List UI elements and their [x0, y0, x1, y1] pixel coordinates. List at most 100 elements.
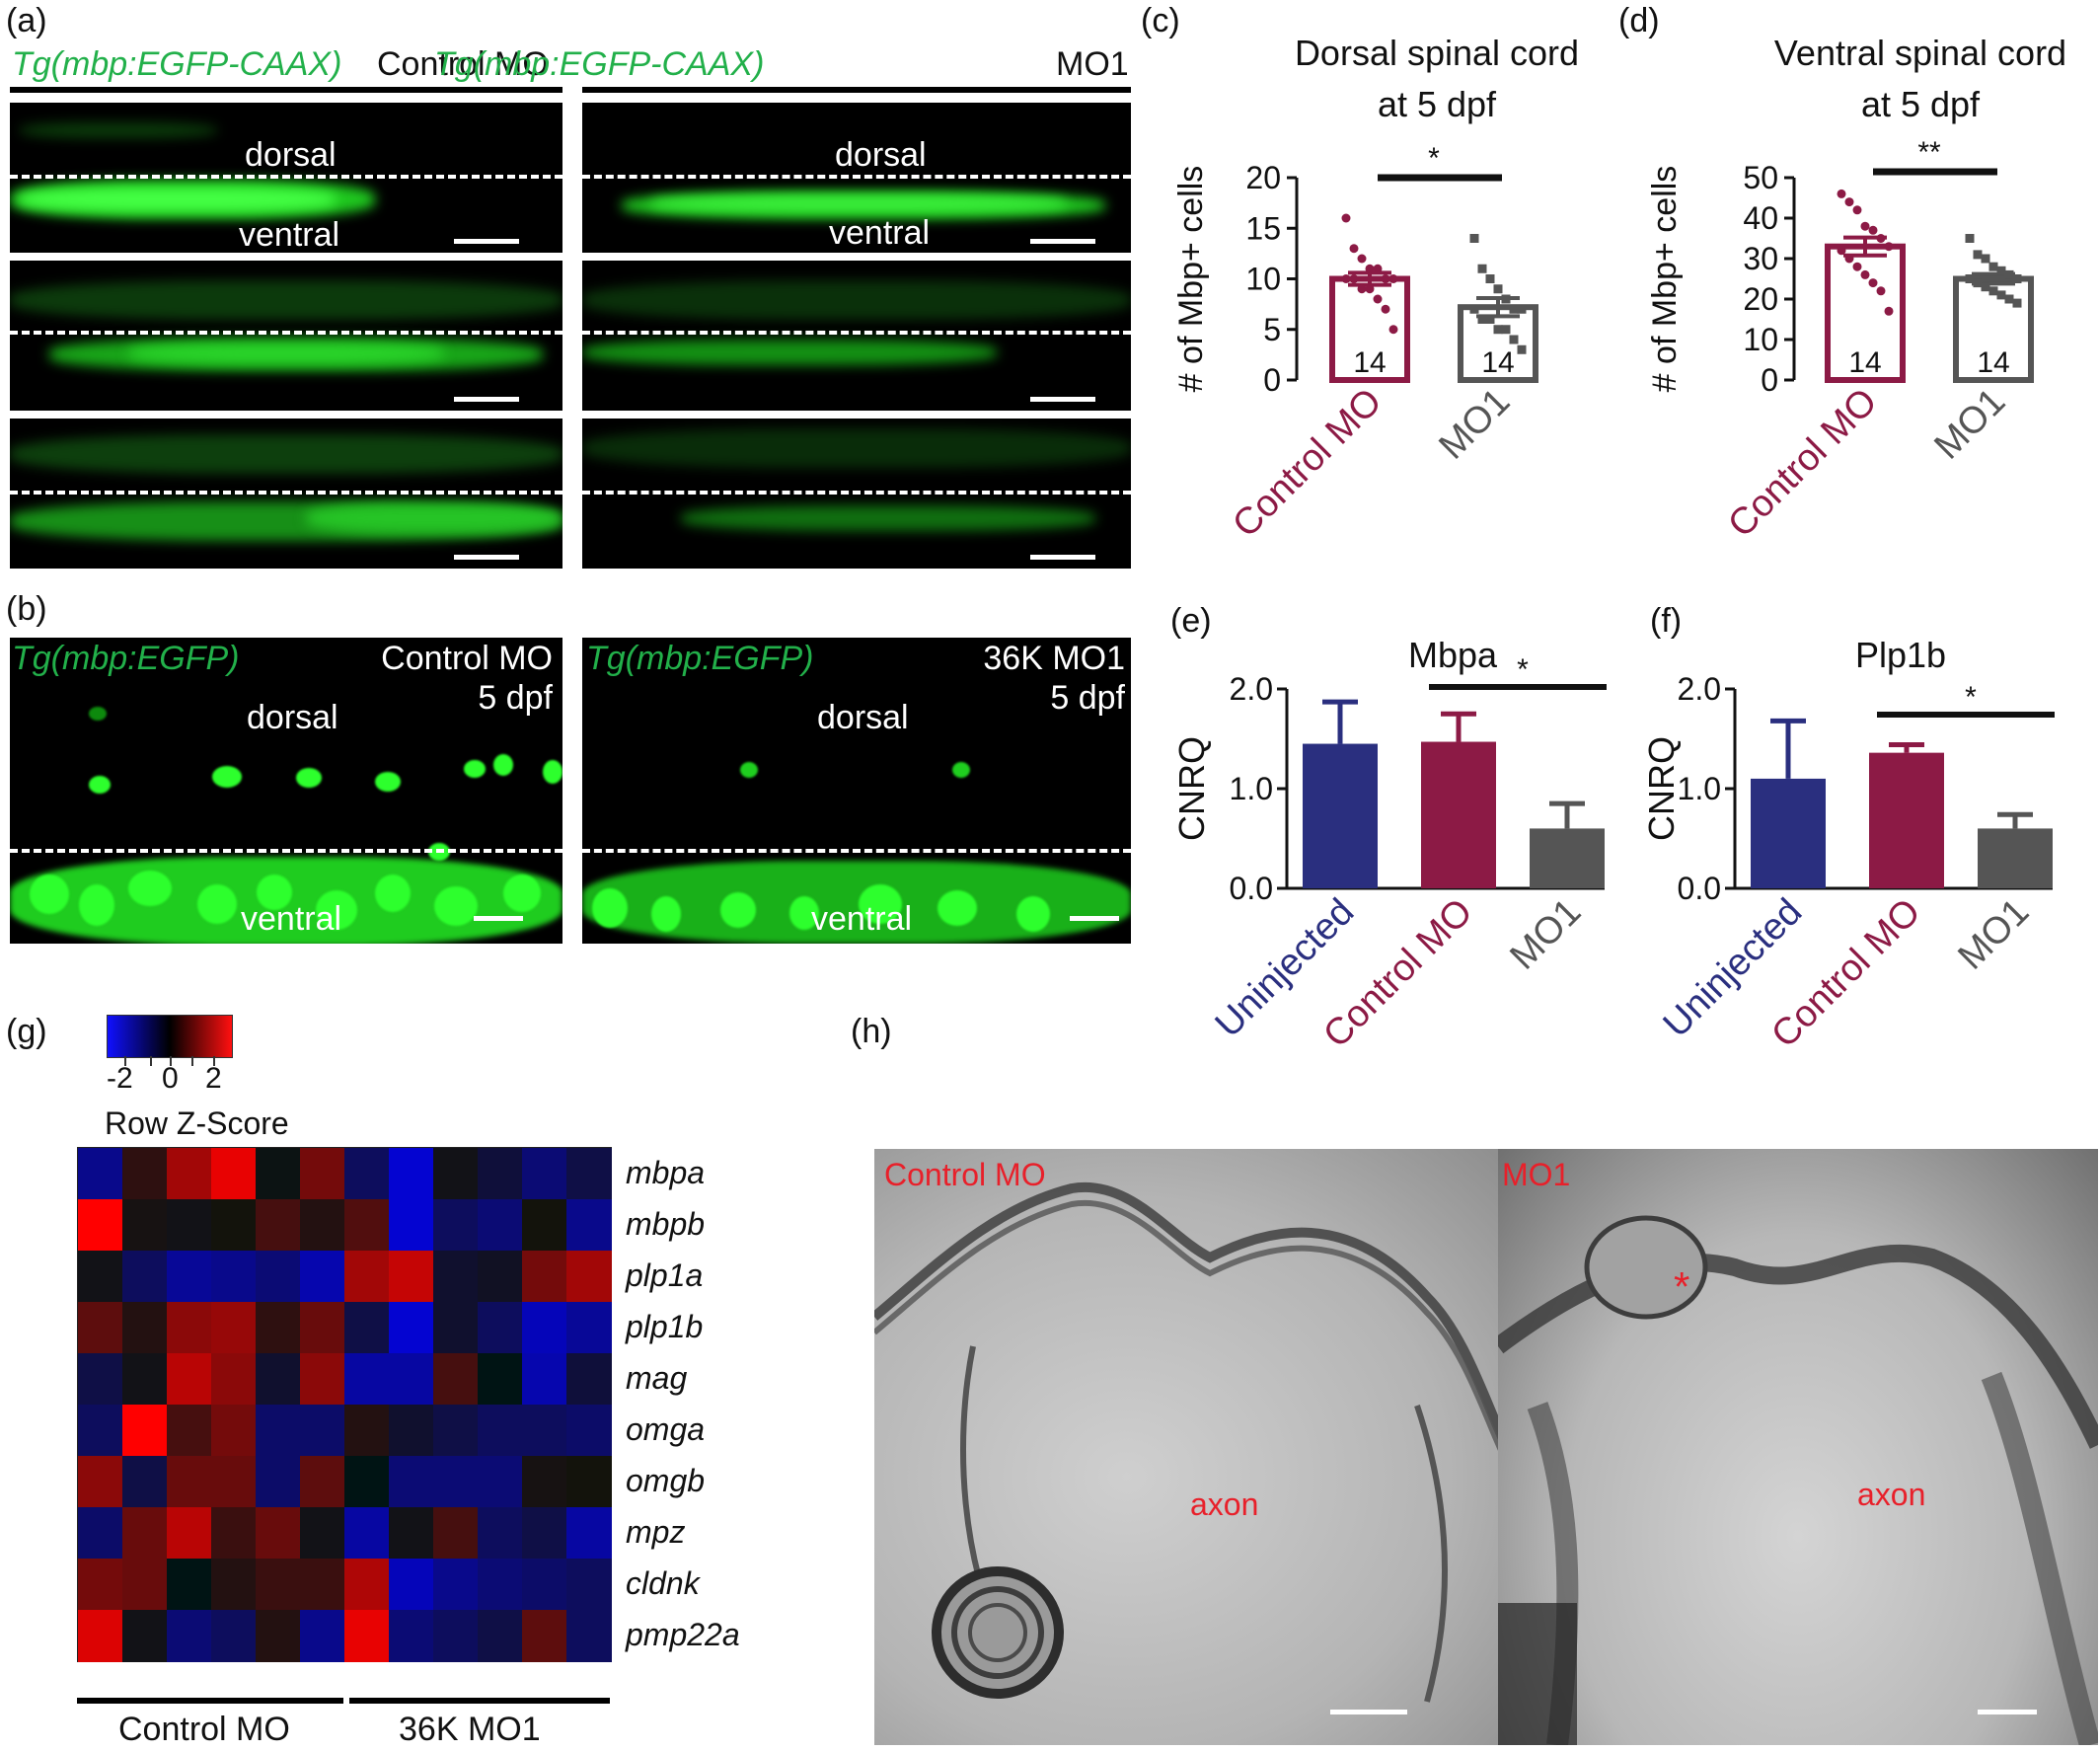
zscore-title: Row Z-Score: [105, 1105, 289, 1141]
heatmap-cell: [389, 1456, 434, 1508]
y-tick-label: 30: [1743, 241, 1778, 276]
x-tick-label: MO1: [1431, 381, 1518, 468]
significance-marker: *: [1428, 142, 1440, 175]
data-point: [1341, 213, 1351, 223]
n-label: 14: [1353, 346, 1386, 379]
heatmap: [77, 1147, 612, 1662]
y-tick-label: 40: [1743, 200, 1778, 236]
heatmap-cell: [211, 1456, 257, 1508]
heatmap-cell: [344, 1610, 390, 1662]
data-point: [1996, 266, 2006, 275]
gene-label: omgb: [626, 1463, 706, 1498]
a-divider: [10, 175, 562, 179]
bar: [1530, 828, 1605, 888]
y-tick-label: 5: [1263, 312, 1281, 347]
dorsal-label: dorsal: [835, 136, 927, 174]
chart-title: Plp1b: [1855, 635, 1946, 675]
scale-bar: [1030, 239, 1095, 244]
data-point: [1477, 264, 1487, 273]
heatmap-cell: [389, 1353, 434, 1406]
bar: [1978, 828, 2053, 888]
heatmap-cell: [256, 1251, 301, 1303]
heatmap-cell: [344, 1199, 390, 1252]
significance-marker: *: [1965, 681, 1977, 714]
heatmap-cell: [256, 1148, 301, 1200]
heatmap-cell: [522, 1405, 567, 1457]
panel-a-label: (a): [6, 2, 47, 39]
a-mo1-image-1: dorsal ventral: [582, 103, 1131, 253]
heatmap-cell: [389, 1405, 434, 1457]
data-point: [1469, 304, 1479, 314]
heatmap-cell: [78, 1610, 123, 1662]
panel-h-label: (h): [851, 1013, 892, 1050]
data-point: [1860, 221, 1870, 231]
data-point: [1973, 250, 1983, 260]
y-tick-label: 1.0: [1678, 771, 1721, 806]
scale-bar: [1978, 1710, 2037, 1714]
b-divider: [582, 849, 1131, 853]
data-point: [1517, 344, 1527, 354]
bar: [1869, 752, 1944, 888]
b-left-age: 5 dpf: [478, 679, 553, 717]
heatmap-cell: [122, 1199, 168, 1252]
b-mo1-image: Tg(mbp:EGFP) 36K MO1 5 dpf dorsal ventra…: [582, 638, 1131, 944]
scale-bar: [1030, 397, 1095, 402]
heatmap-cell: [522, 1302, 567, 1354]
heatmap-cell: [256, 1199, 301, 1252]
heatmap-cell: [344, 1507, 390, 1560]
data-point: [1844, 254, 1854, 264]
data-point: [1860, 269, 1870, 279]
heatmap-cell: [211, 1251, 257, 1303]
heatmap-cell: [522, 1610, 567, 1662]
gene-label: plp1b: [626, 1309, 704, 1344]
data-point: [1357, 254, 1367, 264]
y-tick-label: 2.0: [1230, 671, 1273, 707]
heatmap-cell: [78, 1559, 123, 1611]
heatmap-cell: [344, 1405, 390, 1457]
heatmap-cell: [433, 1456, 479, 1508]
data-point: [1988, 262, 1998, 271]
heatmap-cell: [78, 1148, 123, 1200]
n-label: 14: [1977, 346, 2009, 379]
data-point: [1388, 325, 1398, 335]
a-divider: [582, 331, 1131, 335]
heatmap-cell: [566, 1148, 612, 1200]
y-axis-label: # of Mbp+ cells: [1646, 166, 1684, 393]
data-point: [1485, 274, 1495, 283]
heatmap-cell: [167, 1302, 212, 1354]
b-right-transgene: Tg(mbp:EGFP): [586, 640, 814, 677]
y-tick-label: 0: [1761, 362, 1778, 398]
gene-label: pmp22a: [626, 1617, 740, 1652]
heatmap-cell: [78, 1405, 123, 1457]
gene-label: mbpb: [626, 1206, 706, 1242]
data-point: [1844, 197, 1854, 207]
a-right-transgene: Tg(mbp:EGFP-CAAX): [434, 45, 765, 83]
y-axis-label: CNRQ: [1648, 736, 1682, 841]
heatmap-cell: [389, 1148, 434, 1200]
chart-title: Ventral spinal cord: [1774, 33, 2066, 73]
data-point: [1517, 304, 1527, 314]
b-right-age: 5 dpf: [1050, 679, 1125, 717]
panel-g-label: (g): [6, 1013, 47, 1050]
heatmap-cell: [478, 1610, 523, 1662]
heatmap-cell: [78, 1353, 123, 1406]
heatmap-cell: [478, 1199, 523, 1252]
heatmap-cell: [256, 1507, 301, 1560]
y-tick-label: 0: [1263, 362, 1281, 398]
data-point: [1996, 290, 2006, 300]
bar-mo1: [1953, 275, 2034, 383]
a-divider: [10, 491, 562, 495]
scale-bar: [1330, 1710, 1407, 1714]
heatmap-cell: [211, 1148, 257, 1200]
a-divider: [10, 331, 562, 335]
heatmap-cell: [522, 1507, 567, 1560]
data-point: [2004, 269, 2014, 279]
ventral-label: ventral: [829, 214, 931, 252]
heatmap-cell: [433, 1610, 479, 1662]
a-left-underline: [10, 87, 562, 93]
significance-marker: *: [1517, 653, 1529, 686]
heatmap-cell: [433, 1251, 479, 1303]
a-right-condition: MO1: [1056, 45, 1129, 83]
heatmap-cell: [478, 1148, 523, 1200]
